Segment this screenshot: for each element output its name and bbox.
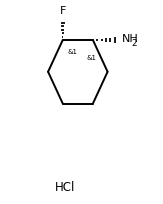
Text: 2: 2 — [131, 39, 137, 48]
Text: HCl: HCl — [55, 180, 75, 193]
Text: &1: &1 — [68, 49, 78, 55]
Text: F: F — [59, 6, 66, 16]
Text: &1: &1 — [86, 55, 96, 61]
Text: NH: NH — [121, 34, 138, 44]
